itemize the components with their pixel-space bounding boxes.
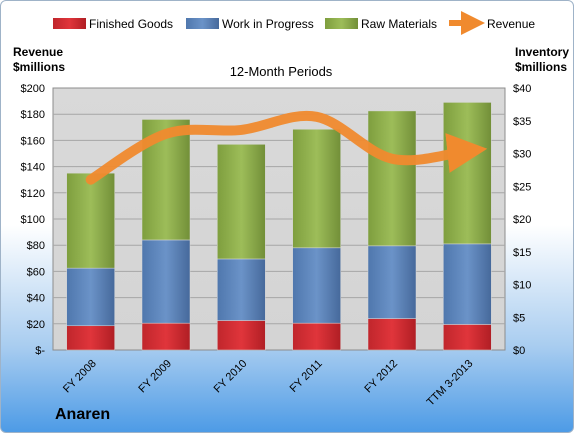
bar-work-in-progress <box>217 258 266 321</box>
gridlines <box>53 113 505 325</box>
right-axis-ticks: $0 $5 $10 $15 $20 $25 $30 $35 $40 <box>513 83 531 357</box>
bar-work-in-progress <box>443 243 492 325</box>
bar-work-in-progress <box>292 247 341 324</box>
left-axis-title-line-1: Revenue <box>13 45 63 59</box>
bar-finished-goods <box>443 324 492 351</box>
left-tick-label: $120 <box>21 188 45 200</box>
revenue-line <box>85 110 488 185</box>
right-tick-label: $10 <box>513 280 531 292</box>
legend-swatch-finished-goods <box>53 18 86 29</box>
bar-raw-materials <box>66 172 115 269</box>
bar-raw-materials <box>443 102 492 245</box>
left-tick-label: $100 <box>21 214 45 226</box>
revenue-line-path <box>85 110 488 185</box>
bar-work-in-progress <box>141 239 191 324</box>
bar-finished-goods <box>367 318 417 351</box>
x-tick-label: FY 2010 <box>212 358 250 396</box>
right-tick-label: $35 <box>513 116 531 128</box>
bars <box>66 102 492 351</box>
bar-finished-goods <box>141 322 191 351</box>
bar-work-in-progress <box>367 245 417 319</box>
legend-label-work-in-progress: Work in Progress <box>222 17 314 31</box>
left-tick-label: $180 <box>21 109 45 121</box>
legend-label-raw-materials: Raw Materials <box>361 17 437 31</box>
left-tick-label: $60 <box>27 266 45 278</box>
right-tick-label: $15 <box>513 247 531 259</box>
company-name: Anaren <box>55 406 111 423</box>
right-tick-label: $5 <box>513 312 525 324</box>
chart-title: 12-Month Periods <box>230 64 333 79</box>
left-tick-label: $140 <box>21 162 45 174</box>
x-tick-label: FY 2011 <box>288 358 325 395</box>
right-tick-label: $0 <box>513 345 525 357</box>
bar-raw-materials <box>217 144 266 260</box>
x-tick-label: FY 2009 <box>136 358 174 396</box>
right-tick-label: $30 <box>513 149 531 161</box>
right-tick-label: $40 <box>513 83 531 95</box>
bar-finished-goods <box>66 325 115 351</box>
left-tick-label: $20 <box>27 319 45 331</box>
legend-label-revenue: Revenue <box>487 17 535 31</box>
bar-finished-goods <box>217 320 266 351</box>
right-tick-label: $20 <box>513 214 531 226</box>
right-axis-title-line-2: $millions <box>515 60 567 74</box>
right-tick-label: $25 <box>513 181 531 193</box>
left-tick-label: $160 <box>21 135 45 147</box>
x-tick-label: TTM 3-2013 <box>425 358 476 409</box>
left-tick-label: $40 <box>27 293 45 305</box>
left-tick-label: $- <box>35 345 45 357</box>
x-axis-ticks: FY 2008 FY 2009 FY 2010 FY 2011 FY 2012 TTM 3… <box>61 358 475 409</box>
left-tick-label: $200 <box>21 83 45 95</box>
bar-raw-materials <box>292 129 341 249</box>
x-tick-label: FY 2008 <box>61 358 99 396</box>
bar-work-in-progress <box>66 267 115 327</box>
legend-swatch-work-in-progress <box>186 18 219 29</box>
chart-legend: Finished Goods Work in Progress Raw Mate… <box>53 11 535 35</box>
left-tick-label: $80 <box>27 240 45 252</box>
bar-raw-materials <box>367 110 417 247</box>
left-axis-title-line-2: $millions <box>13 60 65 74</box>
right-axis-title-line-1: Inventory <box>515 45 569 59</box>
left-axis-ticks: $- $20 $40 $60 $80 $100 $120 $140 $160 $180 $200 <box>21 83 46 357</box>
x-tick-label: FY 2012 <box>362 358 400 396</box>
bar-finished-goods <box>292 322 341 351</box>
legend-swatch-raw-materials <box>325 18 358 29</box>
legend-label-finished-goods: Finished Goods <box>89 17 173 31</box>
